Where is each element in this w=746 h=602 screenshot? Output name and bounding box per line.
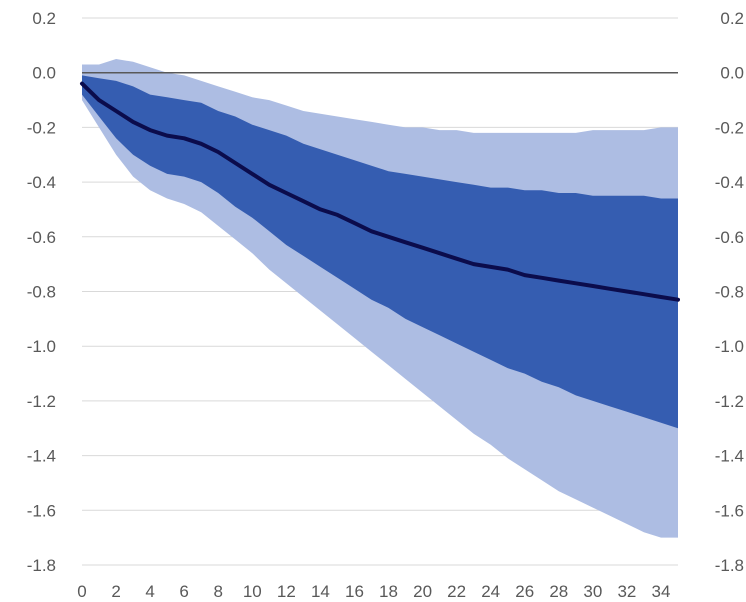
y-tick-label-right: 0.0 (720, 64, 744, 83)
y-tick-label-left: -1.4 (27, 447, 56, 466)
bands (82, 59, 678, 538)
y-tick-label-right: -0.2 (715, 118, 744, 137)
y-tick-label-left: -1.2 (27, 392, 56, 411)
x-tick-label: 26 (515, 582, 534, 601)
x-tick-label: 32 (617, 582, 636, 601)
x-tick-label: 14 (311, 582, 330, 601)
y-tick-label-right: -1.8 (715, 556, 744, 575)
x-tick-label: 6 (179, 582, 188, 601)
y-tick-label-right: 0.2 (720, 9, 744, 28)
x-tick-label: 16 (345, 582, 364, 601)
x-tick-label: 4 (145, 582, 154, 601)
x-tick-label: 20 (413, 582, 432, 601)
y-tick-label-right: -0.6 (715, 228, 744, 247)
x-tick-label: 30 (583, 582, 602, 601)
y-axis-left: 0.2 0.0 -0.2 -0.4 -0.6 -0.8 -1.0 -1.2 -1.4 -1.6 -1… (27, 9, 56, 575)
x-tick-label: 28 (549, 582, 568, 601)
median-layer (80, 81, 680, 302)
y-tick-label-right: -1.0 (715, 337, 744, 356)
y-tick-label-left: -0.2 (27, 118, 56, 137)
y-tick-label-right: -1.4 (715, 447, 744, 466)
y-tick-label-right: -0.8 (715, 283, 744, 302)
y-tick-label-left: -1.8 (27, 556, 56, 575)
y-tick-label-left: -1.0 (27, 337, 56, 356)
x-tick-label: 0 (77, 582, 86, 601)
y-axis-right: 0.2 0.0 -0.2 -0.4 -0.6 -0.8 -1.0 -1.2 -1.4 -1.6 -1… (715, 9, 744, 575)
x-tick-label: 10 (243, 582, 262, 601)
x-tick-label: 2 (111, 582, 120, 601)
x-tick-label: 18 (379, 582, 398, 601)
x-tick-label: 34 (652, 582, 671, 601)
y-tick-label-left: 0.2 (32, 9, 56, 28)
y-tick-label-right: -1.6 (715, 501, 744, 520)
x-tick-label: 22 (447, 582, 466, 601)
inner-band-area (82, 75, 678, 429)
x-tick-label: 12 (277, 582, 296, 601)
y-tick-label-left: -0.8 (27, 283, 56, 302)
y-tick-label-left: -1.6 (27, 501, 56, 520)
x-tick-label: 24 (481, 582, 500, 601)
y-tick-label-right: -1.2 (715, 392, 744, 411)
x-axis: 0 2 4 6 8 10 12 14 16 18 20 22 24 26 28 30 32 34 (77, 582, 670, 601)
y-tick-label-left: 0.0 (32, 64, 56, 83)
y-tick-label-right: -0.4 (715, 173, 744, 192)
y-tick-label-left: -0.4 (27, 173, 56, 192)
y-tick-label-left: -0.6 (27, 228, 56, 247)
median-line (80, 81, 680, 302)
x-tick-label: 8 (213, 582, 222, 601)
